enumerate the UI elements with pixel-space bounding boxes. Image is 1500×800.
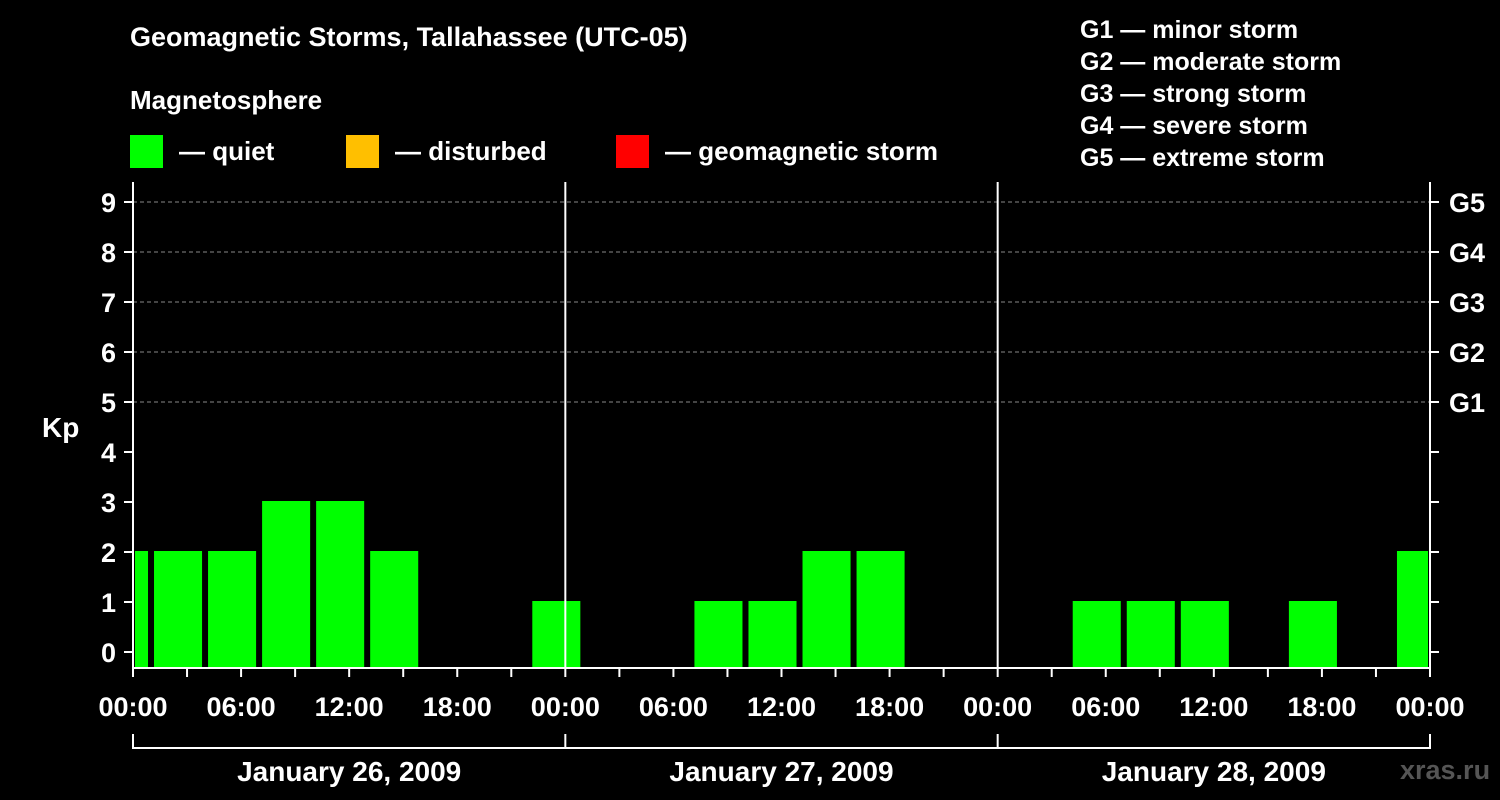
x-tick-label: 18:00 (423, 692, 492, 722)
g-level-g5: G5 — extreme storm (1080, 144, 1325, 172)
kp-bar (1180, 601, 1229, 668)
kp-bar (370, 551, 419, 668)
magnetosphere-title: Magnetosphere (130, 85, 323, 115)
x-tick-label: 00:00 (963, 692, 1032, 722)
x-tick-label: 06:00 (207, 692, 276, 722)
kp-bar (135, 551, 149, 668)
y-tick-label: 1 (101, 588, 116, 618)
day-label: January 26, 2009 (237, 756, 461, 787)
y-tick-label: 3 (101, 488, 116, 518)
y-tick-label: 9 (101, 188, 116, 218)
kp-bar (1288, 601, 1337, 668)
right-axis-ticks: G1 G2 G3 G4 G5 (1430, 188, 1485, 653)
legend-swatch-disturbed (346, 134, 379, 168)
kp-bar (694, 601, 743, 668)
x-tick-label: 00:00 (531, 692, 600, 722)
g-level-g4: G4 — severe storm (1080, 112, 1308, 140)
day-brackets: January 26, 2009 January 27, 2009 January … (132, 734, 1431, 787)
y-tick-label: 6 (101, 338, 116, 368)
legend-item-storm: — geomagnetic storm (616, 134, 938, 168)
g-level-label: G2 (1449, 338, 1485, 368)
x-tick-label: 12:00 (747, 692, 816, 722)
y-tick-label: 5 (101, 388, 116, 418)
legend-label-quiet: — quiet (179, 135, 275, 166)
kp-bar (748, 601, 797, 668)
x-tick-label: 00:00 (1395, 692, 1464, 722)
grid-lines (133, 201, 1430, 403)
x-tick-label: 12:00 (1179, 692, 1248, 722)
x-tick-label: 00:00 (98, 692, 167, 722)
kp-bar (316, 501, 365, 668)
x-axis-ticks: 00:00 06:00 12:00 18:00 00:00 06:00 12:00 18:00… (98, 668, 1465, 722)
legend-swatch-storm (616, 134, 649, 168)
legend-swatch-quiet (130, 134, 163, 168)
g-level-label: G3 (1449, 288, 1485, 318)
legend-item-disturbed: — disturbed (346, 134, 547, 168)
day-label: January 27, 2009 (669, 756, 893, 787)
kp-bar (856, 551, 905, 668)
kp-bar (532, 601, 581, 668)
g-level-label: G5 (1449, 188, 1485, 218)
kp-bar (1396, 551, 1428, 668)
y-tick-label: 4 (101, 438, 116, 468)
x-tick-label: 18:00 (1287, 692, 1356, 722)
g-level-g3: G3 — strong storm (1080, 80, 1307, 108)
day-label: January 28, 2009 (1102, 756, 1326, 787)
x-tick-label: 06:00 (639, 692, 708, 722)
chart-title: Geomagnetic Storms, Tallahassee (UTC-05) (130, 22, 688, 52)
x-tick-label: 18:00 (855, 692, 924, 722)
g-level-legend: G1 — minor storm G2 — moderate storm G3 … (1080, 14, 1341, 174)
kp-bar (802, 551, 851, 668)
x-tick-label: 12:00 (315, 692, 384, 722)
watermark: xras.ru (1400, 755, 1491, 785)
legend-label-storm: — geomagnetic storm (665, 135, 939, 166)
g-level-label: G1 (1449, 388, 1485, 418)
kp-bar (154, 551, 203, 668)
y-tick-label: 2 (101, 538, 116, 568)
x-tick-label: 06:00 (1071, 692, 1140, 722)
kp-bar (1126, 601, 1175, 668)
y-tick-label: 7 (101, 288, 116, 318)
kp-bar (1072, 601, 1121, 668)
g-level-label: G4 (1449, 238, 1485, 268)
legend-label-disturbed: — disturbed (395, 135, 547, 166)
g-level-g2: G2 — moderate storm (1080, 48, 1342, 76)
g-level-g1: G1 — minor storm (1080, 16, 1299, 44)
kp-bar (262, 501, 311, 668)
y-tick-label: 0 (101, 638, 116, 668)
y-axis-ticks: 0 1 2 3 4 5 6 7 8 9 (101, 188, 133, 668)
y-tick-label: 8 (101, 238, 116, 268)
kp-bar (208, 551, 257, 668)
kp-bars (135, 501, 1428, 668)
legend-item-quiet: — quiet (130, 134, 274, 168)
y-axis-label: Kp (42, 412, 80, 443)
